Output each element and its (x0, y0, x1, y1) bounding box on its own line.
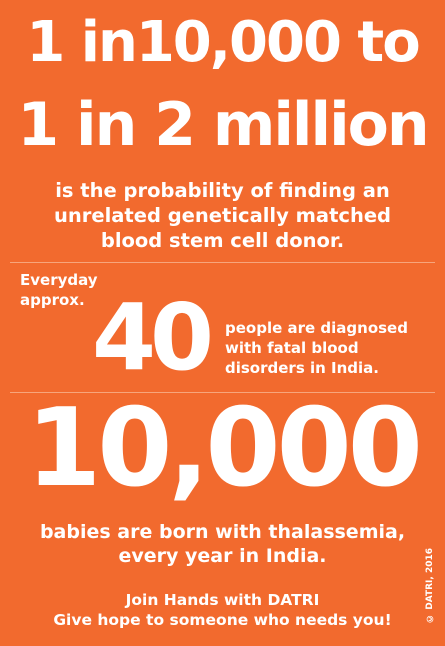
daily-count: 40 (92, 284, 214, 391)
everyday-label: Everyday approx. (20, 270, 98, 310)
divider-bottom (10, 392, 435, 393)
thalassemia-line-1: babies are born with thalassemia, (39, 521, 406, 543)
cta-line-2: Give hope to someone who needs you! (53, 611, 392, 629)
headline-line-1: 1 in10,000 to (26, 10, 420, 75)
diagnosed-text: people are diagnosed with fatal blood di… (225, 318, 435, 378)
copyright-notice: © DATRI, 2016 (425, 548, 435, 623)
thalassemia-text: babies are born with thalassemia, every … (0, 520, 445, 568)
thalassemia-line-2: every year in India. (118, 545, 327, 567)
cta-line-1: Join Hands with DATRI (125, 591, 320, 609)
probability-text: is the probability of finding an unrelat… (0, 178, 445, 253)
diagnosed-line-1: people are diagnosed (225, 319, 408, 337)
call-to-action: Join Hands with DATRI Give hope to someo… (0, 590, 445, 630)
headline-line-2: 1 in 2 million (17, 90, 429, 160)
everyday-line-1: Everyday (20, 271, 98, 289)
probability-line-3: blood stem cell donor. (100, 229, 345, 252)
diagnosed-line-2: with fatal blood (225, 339, 359, 357)
diagnosed-line-3: disorders in India. (225, 359, 379, 377)
probability-line-1: is the probability of finding an (55, 179, 390, 202)
everyday-line-2: approx. (20, 291, 85, 309)
probability-line-2: unrelated genetically matched (53, 204, 392, 227)
thalassemia-count: 10,000 (26, 386, 423, 511)
divider-top (10, 262, 435, 263)
